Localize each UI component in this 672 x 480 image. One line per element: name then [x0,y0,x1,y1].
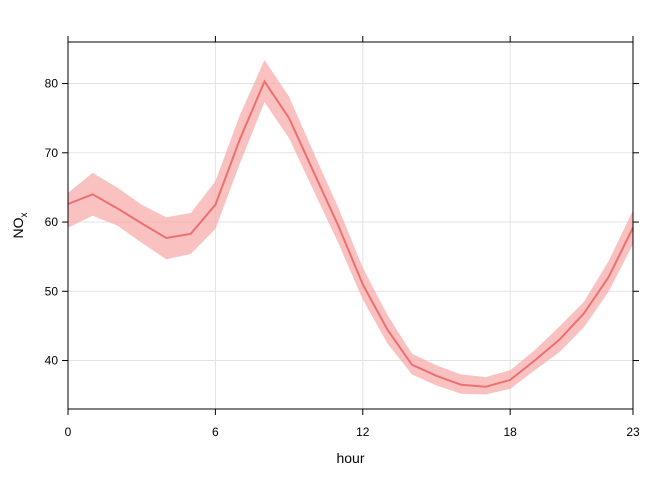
x-tick-label: 0 [65,425,72,439]
tick-labels: 0 6 12 18 23 40 50 60 70 80 [45,77,640,439]
x-tick-label: 12 [356,425,370,439]
series-line [67,79,634,388]
y-tick-label: 50 [45,284,59,298]
y-axis-title: NOx [10,213,30,239]
x-axis-title: hour [336,450,364,466]
y-tick-label: 40 [45,354,59,368]
x-tick-label: 6 [212,425,219,439]
plot-frame [67,41,634,410]
y-axis-title-subscript: x [19,213,30,218]
x-tick-label: 23 [626,425,640,439]
y-axis-title-main: NO [10,217,26,238]
y-tick-label: 70 [45,146,59,160]
x-tick-label: 18 [503,425,517,439]
axis-ticks [62,36,639,415]
y-tick-label: 60 [45,215,59,229]
confidence-band [68,60,633,395]
y-tick-label: 80 [45,77,59,91]
